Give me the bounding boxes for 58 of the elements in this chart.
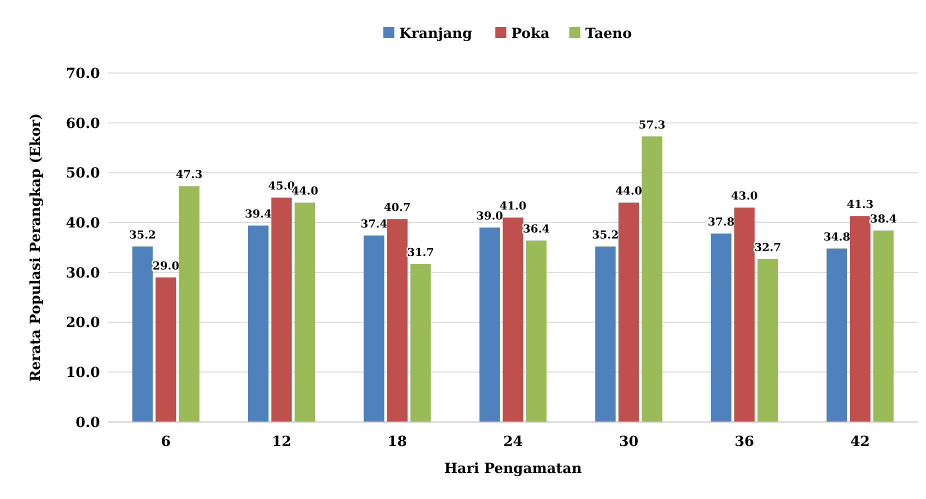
bar <box>294 202 316 422</box>
data-label: 43.0 <box>731 190 758 203</box>
bar <box>364 236 384 422</box>
y-tick-label: 10.0 <box>66 365 100 382</box>
x-tick-label: 42 <box>850 434 870 450</box>
y-tick-label: 20.0 <box>66 315 100 332</box>
x-tick-label: 12 <box>272 434 292 450</box>
legend-label: Taeno <box>585 26 632 42</box>
data-label: 36.4 <box>522 222 550 236</box>
data-label: 39.4 <box>244 208 272 221</box>
x-tick-label: 6 <box>160 434 171 450</box>
bar <box>710 234 732 422</box>
bar <box>479 228 500 422</box>
bar <box>132 246 153 422</box>
data-label: 35.2 <box>592 228 619 242</box>
bar <box>271 198 292 422</box>
x-axis-title: Hari Pengamatan <box>444 461 582 477</box>
data-label: 41.3 <box>846 198 874 212</box>
data-label: 29.0 <box>152 259 180 272</box>
bar <box>248 226 269 422</box>
bar <box>387 219 408 422</box>
bar <box>178 186 200 422</box>
bar <box>642 136 662 422</box>
bar <box>156 277 176 422</box>
y-tick-label: 0.0 <box>76 414 100 431</box>
legend-label: Poka <box>511 26 550 42</box>
x-tick-label: 24 <box>503 434 523 450</box>
y-tick-label: 50.0 <box>66 166 100 182</box>
data-label: 47.3 <box>176 168 203 182</box>
bar <box>850 216 870 422</box>
data-label: 31.7 <box>407 246 434 259</box>
bar <box>734 208 755 422</box>
data-label: 37.8 <box>708 216 735 229</box>
bar <box>873 230 894 422</box>
x-tick-label: 36 <box>734 434 754 450</box>
data-label: 44.0 <box>615 184 642 198</box>
bar <box>757 258 778 422</box>
bar <box>502 218 524 422</box>
y-tick-label: 30.0 <box>66 265 100 282</box>
x-tick-label: 18 <box>388 434 408 450</box>
data-label: 40.7 <box>384 201 411 214</box>
bar <box>618 202 639 422</box>
data-label: 32.7 <box>754 240 782 254</box>
y-tick-label: 40.0 <box>66 215 100 232</box>
bar <box>410 264 431 422</box>
legend-label: Kranjang <box>399 26 472 42</box>
bar <box>526 240 547 422</box>
y-tick-label: 70.0 <box>66 66 100 82</box>
data-label: 38.4 <box>870 212 898 226</box>
data-label: 34.8 <box>823 230 851 244</box>
y-tick-label: 60.0 <box>66 116 100 132</box>
bar <box>826 248 848 422</box>
data-label: 35.2 <box>129 228 156 242</box>
y-axis-title: Rerata Populasi Perangkap (Ekor) <box>28 113 44 382</box>
data-label: 57.3 <box>638 118 666 132</box>
bar <box>595 246 616 422</box>
data-label: 37.4 <box>360 218 388 231</box>
x-tick-label: 30 <box>618 434 639 450</box>
